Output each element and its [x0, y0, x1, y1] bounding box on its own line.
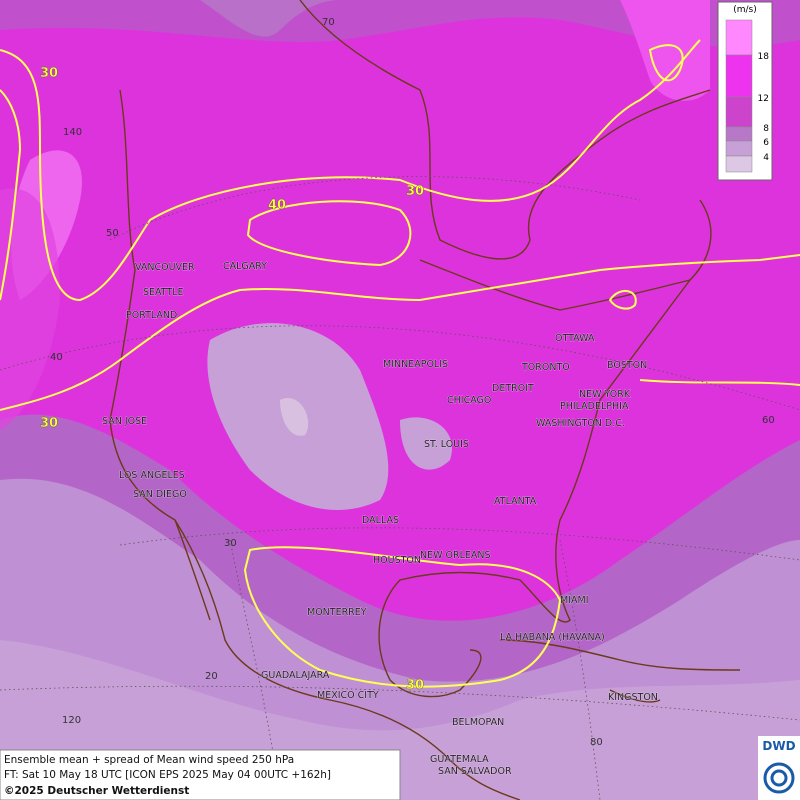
legend-tick-label: 12: [758, 94, 769, 104]
city-label: GUADALAJARA: [261, 670, 330, 681]
city-label: NEW ORLEANS: [420, 550, 491, 561]
latlon-grid: [0, 176, 800, 800]
legend-swatch: [725, 96, 753, 128]
city-label: MONTERREY: [307, 607, 367, 618]
city-label: WASHINGTON D.C.: [536, 418, 625, 429]
legend-tick-label: 4: [763, 153, 769, 163]
footer-box: [0, 749, 401, 800]
legend: 18 12 8 6 4: [725, 19, 770, 173]
legend-tick-label: 6: [763, 138, 769, 148]
city-label: TORONTO: [521, 362, 570, 373]
city-label: SEATTLE: [143, 287, 184, 298]
grid-label: 120: [62, 715, 81, 726]
logo-swirl: [763, 762, 795, 794]
contour-label: 30: [40, 66, 58, 81]
contour-label: 40: [268, 198, 286, 213]
grid-label: 140: [63, 127, 82, 138]
contours: [0, 39, 800, 688]
city-label: SAN JOSE: [102, 416, 147, 427]
city-label: DETROIT: [492, 383, 534, 394]
city-label: MINNEAPOLIS: [383, 359, 448, 370]
city-label: PORTLAND: [126, 310, 177, 321]
legend-unit: (m/s): [733, 5, 757, 15]
footer-copyright: ©2025 Deutscher Wetterdienst: [4, 785, 189, 797]
footer-line: Ensemble mean + spread of Mean wind spee…: [4, 754, 294, 766]
legend-tick-label: 8: [763, 124, 769, 134]
grid-label: 40: [50, 352, 63, 363]
legend-swatch: [725, 54, 753, 98]
labels: VANCOUVER CALGARY SEATTLE PORTLAND OTTAWA MIN…: [40, 17, 775, 777]
city-label: ST. LOUIS: [424, 439, 469, 450]
grid-label: 30: [224, 538, 237, 549]
grid-label: 80: [590, 737, 603, 748]
logo-swirl: [770, 769, 788, 787]
city-label: BELMOPAN: [452, 717, 504, 728]
city-label: CALGARY: [223, 261, 267, 272]
contour-label: 30: [40, 416, 58, 431]
city-label: PHILADELPHIA: [560, 401, 629, 412]
city-label: DALLAS: [362, 515, 399, 526]
coastlines: [109, 0, 741, 800]
city-label: ATLANTA: [494, 496, 537, 507]
grid-label: 20: [205, 671, 218, 682]
city-label: OTTAWA: [555, 333, 595, 344]
city-label: NEW YORK: [579, 389, 631, 400]
city-label: LOS ANGELES: [119, 470, 185, 481]
city-label: BOSTON: [607, 360, 647, 371]
city-label: GUATEMALA: [430, 754, 489, 765]
city-label: HOUSTON: [373, 555, 421, 566]
grid-label: 70: [322, 17, 335, 28]
contour-label: 30: [406, 678, 424, 693]
logo-text: DWD: [762, 739, 795, 753]
city-label: MEXICO CITY: [317, 690, 379, 701]
logo-box: [758, 736, 800, 800]
footer-line: FT: Sat 10 May 18 UTC [ICON EPS 2025 May…: [4, 769, 331, 781]
city-label: MIAMI: [560, 595, 589, 606]
city-label: CHICAGO: [447, 395, 491, 406]
legend-tick-label: 18: [758, 52, 770, 62]
legend-swatch: [725, 155, 753, 173]
legend-swatch: [725, 126, 753, 142]
city-label: VANCOUVER: [135, 262, 195, 273]
legend-swatch: [725, 19, 753, 56]
legend-swatch: [725, 140, 753, 157]
city-label: LA HABANA (HAVANA): [500, 632, 605, 643]
grid-label: 50: [106, 228, 119, 239]
grid-label: 60: [762, 415, 775, 426]
city-label: KINGSTON: [608, 692, 658, 703]
city-label: SAN SALVADOR: [438, 766, 512, 777]
contour-label: 30: [406, 184, 424, 199]
city-label: SAN DIEGO: [133, 489, 187, 500]
